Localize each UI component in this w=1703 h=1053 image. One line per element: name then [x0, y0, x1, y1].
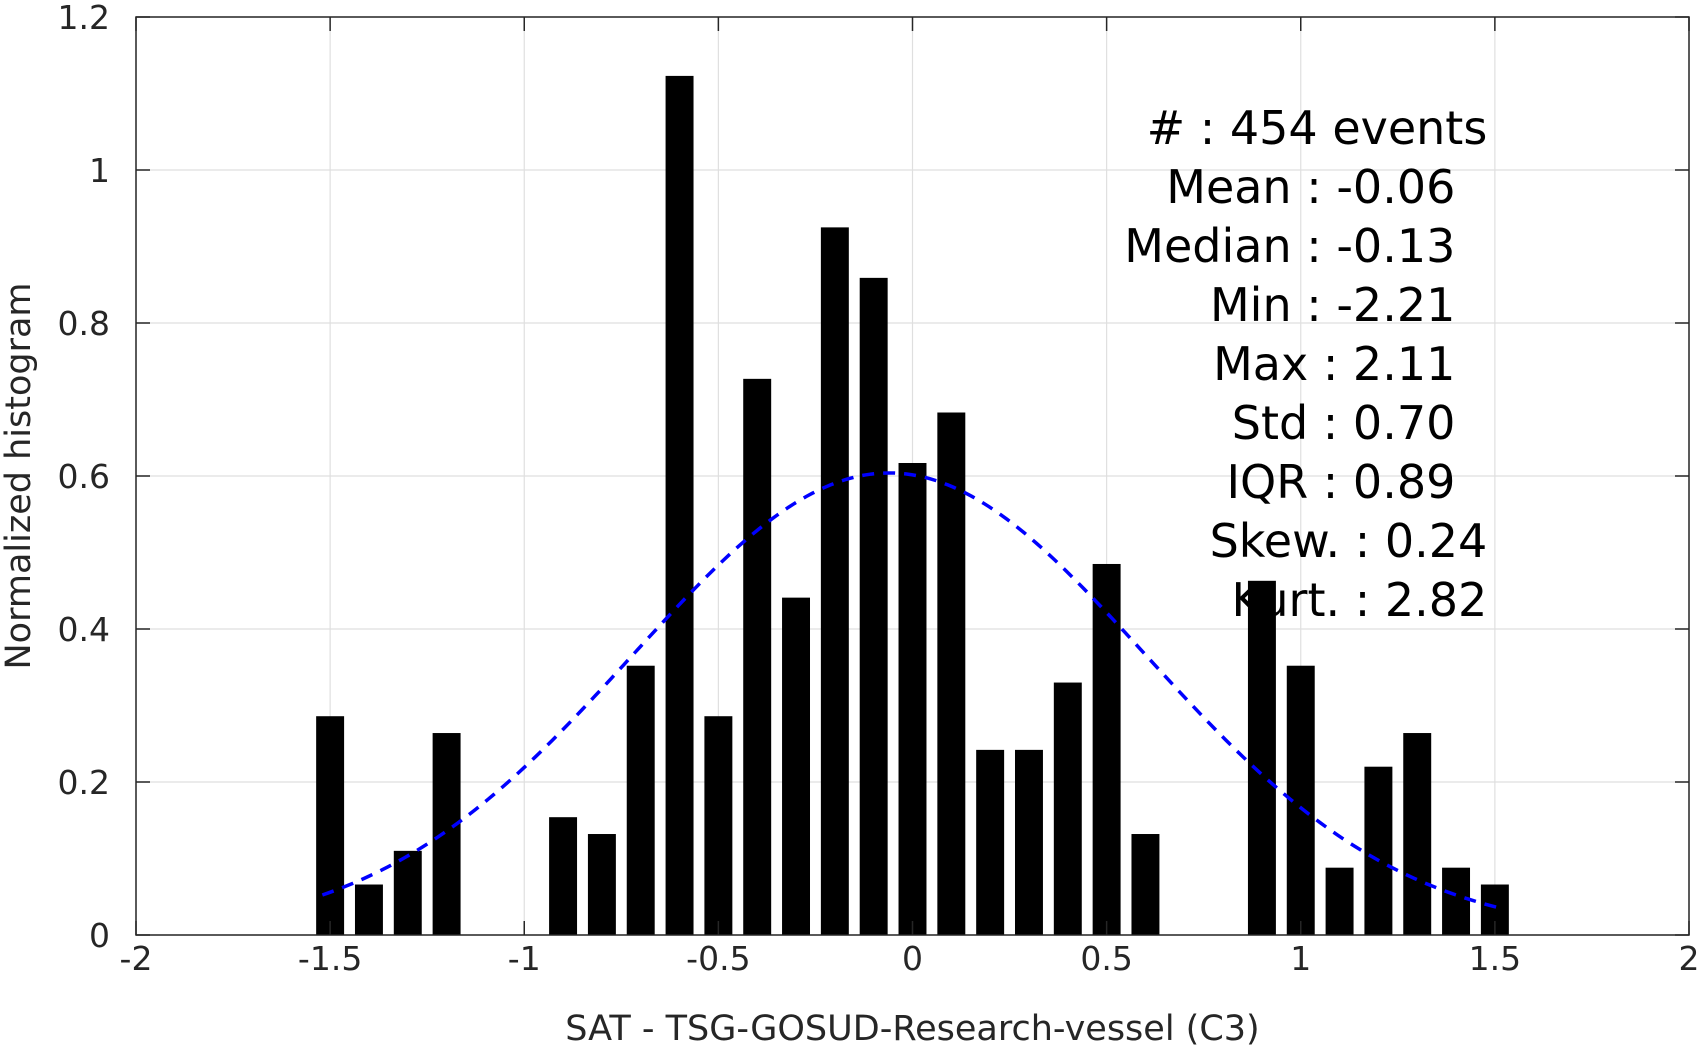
y-tick-label: 0.4 — [58, 610, 110, 649]
x-tick-label: 2 — [1679, 939, 1700, 978]
y-tick-labels: 0 0.2 0.4 0.6 0.8 1 1.2 — [58, 0, 110, 955]
histogram-bar — [859, 277, 888, 935]
stat-line: Skew. : 0.24 — [1210, 514, 1488, 568]
histogram-bar — [549, 817, 578, 935]
histogram-bars — [316, 75, 1509, 936]
histogram-bar — [782, 597, 811, 935]
y-axis-label: Normalized histogram — [0, 282, 39, 669]
stat-line: IQR : 0.89 — [1226, 455, 1455, 509]
histogram-bar — [1092, 563, 1121, 935]
histogram-bar — [1364, 766, 1393, 935]
histogram-bar — [1053, 682, 1082, 935]
y-tick-label: 1.2 — [58, 0, 110, 37]
stat-line: Min : -2.21 — [1210, 278, 1455, 332]
histogram-bar — [393, 850, 422, 935]
histogram-bar — [743, 378, 772, 936]
axis-ticks — [135, 16, 1690, 936]
x-tick-label: 0 — [902, 939, 923, 978]
histogram-bar — [665, 75, 694, 935]
x-axis-label: SAT - TSG-GOSUD-Research-vessel (C3) — [565, 1009, 1259, 1049]
normal-fit-curve — [321, 471, 1504, 911]
x-tick-label: -0.5 — [686, 939, 750, 978]
y-tick-label: 1 — [89, 151, 110, 190]
histogram-bar — [1325, 867, 1354, 935]
stat-line: # : 454 events — [1147, 101, 1488, 155]
histogram-bar — [976, 749, 1005, 935]
x-tick-label: 1 — [1290, 939, 1311, 978]
histogram-bar — [1131, 834, 1160, 935]
y-tick-label: 0.8 — [58, 304, 110, 343]
x-tick-label: 0.5 — [1080, 939, 1132, 978]
stat-line: Mean : -0.06 — [1166, 160, 1455, 214]
y-tick-label: 0 — [89, 916, 110, 955]
histogram-bar — [1014, 749, 1043, 935]
y-tick-label: 0.6 — [58, 457, 110, 496]
histogram-bar — [432, 733, 461, 935]
stat-line: Max : 2.11 — [1213, 337, 1455, 391]
stat-line: Kurt. : 2.82 — [1232, 573, 1488, 627]
histogram-bar — [354, 884, 383, 935]
x-tick-label: -2 — [120, 939, 153, 978]
histogram-bar — [1247, 580, 1276, 935]
histogram-bar — [626, 665, 655, 935]
histogram-bar — [937, 412, 966, 935]
stat-line: Median : -0.13 — [1124, 219, 1455, 273]
y-tick-label: 0.2 — [58, 763, 110, 802]
x-tick-labels: -2 -1.5 -1 -0.5 0 0.5 1 1.5 2 — [120, 939, 1700, 978]
x-tick-label: -1 — [508, 939, 541, 978]
histogram-bar — [587, 834, 616, 935]
x-tick-label: 1.5 — [1469, 939, 1521, 978]
histogram-bar — [1403, 733, 1432, 935]
x-tick-label: -1.5 — [298, 939, 362, 978]
stat-line: Std : 0.70 — [1232, 396, 1456, 450]
histogram-bar — [704, 716, 733, 935]
histogram-bar — [898, 462, 927, 935]
histogram-bar — [1442, 867, 1471, 935]
histogram-bar — [820, 227, 849, 935]
histogram-bar — [316, 716, 345, 935]
